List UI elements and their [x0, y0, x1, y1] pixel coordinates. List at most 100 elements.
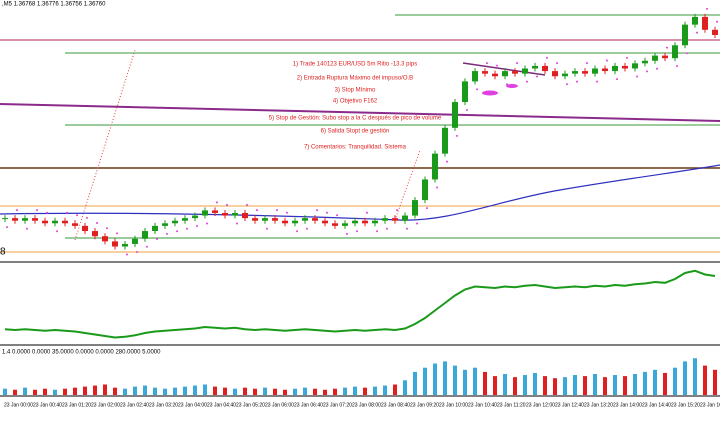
- volume-bar: [693, 358, 697, 395]
- sar-dot: [636, 75, 638, 78]
- volume-bar: [423, 367, 427, 395]
- candle: [502, 71, 508, 77]
- candle: [262, 218, 268, 221]
- volume-bar: [403, 380, 407, 395]
- candle: [522, 68, 528, 74]
- sar-dot: [66, 211, 68, 214]
- sar-dot: [356, 230, 358, 233]
- volume-bar: [393, 384, 397, 395]
- candle: [542, 65, 548, 72]
- volume-bar: [153, 387, 157, 395]
- candle: [392, 218, 398, 221]
- sar-dot: [76, 214, 78, 217]
- sar-dot: [276, 209, 278, 212]
- marker: [506, 84, 518, 88]
- volume-bar: [63, 388, 67, 395]
- candle: [132, 238, 138, 244]
- candle: [22, 218, 28, 221]
- sar-dot: [436, 186, 438, 189]
- sar-dot: [716, 20, 718, 23]
- sar-dot: [386, 227, 388, 230]
- sar-dot: [696, 31, 698, 34]
- candle: [172, 220, 178, 224]
- candle: [92, 231, 98, 237]
- volume-bar: [323, 389, 327, 395]
- sar-dot: [476, 88, 478, 91]
- time-label: 23 Jan 06:40: [294, 402, 323, 408]
- candle: [252, 218, 258, 221]
- sar-dot: [426, 207, 428, 210]
- volume-bar: [363, 387, 367, 395]
- volume-bar: [103, 384, 107, 395]
- sar-dot: [576, 80, 578, 83]
- volume-bar: [113, 387, 117, 395]
- sar-dot: [6, 226, 8, 229]
- sar-dot: [556, 62, 558, 65]
- sar-dot: [216, 201, 218, 204]
- sar-dot: [666, 46, 668, 49]
- time-label: 23 Jan 10:00: [439, 402, 468, 408]
- time-label: 23 Jan 09:20: [410, 402, 439, 408]
- volume-bar: [613, 375, 617, 395]
- candle: [342, 223, 348, 226]
- candle: [292, 220, 298, 224]
- time-label: 23 Jan 03:20: [149, 402, 178, 408]
- sar-dot: [46, 211, 48, 214]
- candle: [102, 236, 108, 242]
- sar-dot: [706, 7, 708, 10]
- time-label: 23 Jan 14:00: [613, 402, 642, 408]
- time-label: 23 Jan 02:00: [91, 402, 120, 408]
- sar-dot: [316, 209, 318, 212]
- sar-dot: [466, 109, 468, 112]
- volume-bar: [593, 374, 597, 395]
- volume-bar: [83, 386, 87, 395]
- time-label: 23 Jan 13:20: [584, 402, 613, 408]
- annotation: 4) Objetivo F162: [333, 99, 378, 105]
- sar-dot: [606, 59, 608, 62]
- sar-dot: [326, 211, 328, 214]
- volume-bar: [523, 375, 527, 395]
- sar-dot: [286, 211, 288, 214]
- volume-bar: [133, 386, 137, 395]
- candle: [662, 55, 668, 59]
- candle: [312, 218, 318, 221]
- candle: [632, 63, 638, 69]
- sar-dot: [196, 225, 198, 228]
- volume-bar: [433, 363, 437, 395]
- volume-bar: [353, 386, 357, 395]
- volume-bar: [413, 371, 417, 395]
- sar-dot: [656, 67, 658, 70]
- side-label: 8: [0, 247, 6, 258]
- sar-dot: [596, 80, 598, 83]
- sar-dot: [516, 62, 518, 65]
- sar-dot: [86, 216, 88, 219]
- candle: [682, 24, 688, 46]
- volume-bar: [183, 386, 187, 395]
- candle: [622, 65, 628, 69]
- sar-dot: [36, 209, 38, 212]
- time-label: 23 Jan 04:40: [207, 402, 236, 408]
- sar-dot: [246, 203, 248, 206]
- annotation: 3) Stop Mínimo: [335, 88, 376, 94]
- time-label: 23 Jan 12:40: [555, 402, 584, 408]
- volume-bar: [673, 367, 677, 395]
- volume-bar: [263, 387, 267, 395]
- sar-dot: [536, 75, 538, 78]
- sar-dot: [486, 62, 488, 65]
- candle: [482, 71, 488, 74]
- candle: [602, 68, 608, 72]
- trend-line: [0, 103, 720, 122]
- volume-bar: [213, 386, 217, 395]
- candle: [702, 16, 708, 30]
- trend-line: [462, 62, 546, 76]
- sar-dot: [676, 65, 678, 68]
- sar-dot: [396, 209, 398, 212]
- sar-dot: [646, 70, 648, 73]
- time-label: 23 Jan 12:00: [526, 402, 555, 408]
- sar-dot: [146, 245, 148, 248]
- time-label: 23 Jan 00:40: [33, 402, 62, 408]
- candle: [222, 212, 228, 216]
- candle: [122, 243, 128, 247]
- volume-bar: [53, 389, 57, 395]
- volume-bar: [473, 367, 477, 395]
